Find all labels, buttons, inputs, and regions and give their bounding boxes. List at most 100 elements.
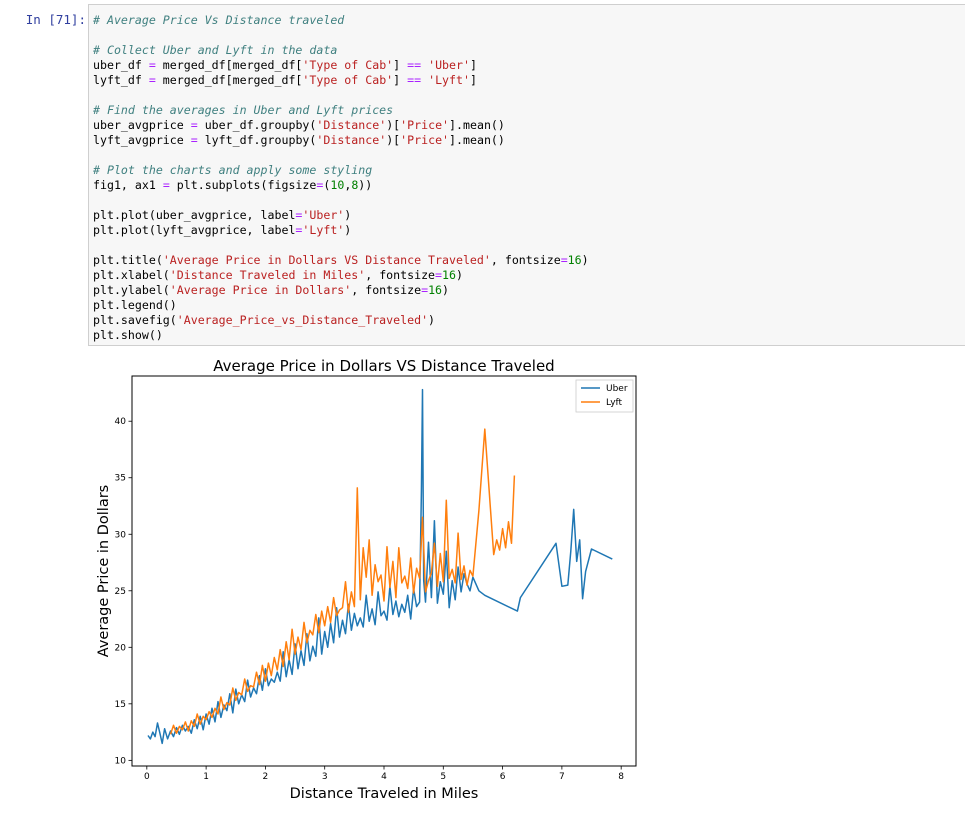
code-token: 'Lyft' [302, 223, 344, 237]
code-token: )[ [386, 133, 400, 147]
code-token: plt.plot(lyft_avgprice, label [93, 223, 295, 237]
code-token: plt.ylabel( [93, 283, 170, 297]
code-token: ] [470, 73, 477, 87]
legend-label-lyft: Lyft [606, 398, 623, 408]
y-tick-label: 15 [115, 700, 126, 710]
code-token: # Plot the charts and apply some styling [93, 163, 372, 177]
code-token: = [149, 73, 156, 87]
code-line: lyft_avgprice = lyft_df.groupby('Distanc… [93, 133, 505, 147]
code-token: 'Average Price in Dollars VS Distance Tr… [163, 253, 491, 267]
code-token: uber_df [93, 58, 149, 72]
code-token: plt.title( [93, 253, 163, 267]
code-line: # Find the averages in Uber and Lyft pri… [93, 103, 393, 117]
code-token: ].mean() [449, 118, 505, 132]
code-line: lyft_df = merged_df[merged_df['Type of C… [93, 73, 477, 87]
code-token: , fontsize [491, 253, 561, 267]
code-token: 'Price' [400, 133, 449, 147]
code-token: 16 [442, 268, 456, 282]
y-tick-label: 20 [115, 643, 127, 653]
code-token: = [421, 283, 428, 297]
y-tick-label: 40 [115, 417, 127, 427]
code-token: uber_df.groupby( [198, 118, 317, 132]
code-token: ) [456, 268, 463, 282]
code-token: = [163, 178, 170, 192]
code-token: 'Distance Traveled in Miles' [170, 268, 365, 282]
code-token: )[ [386, 118, 400, 132]
code-line: plt.ylabel('Average Price in Dollars', f… [93, 283, 449, 297]
code-token: , fontsize [351, 283, 421, 297]
code-token: plt.plot(uber_avgprice, label [93, 208, 295, 222]
code-token: plt.xlabel( [93, 268, 170, 282]
code-token: ] [393, 73, 407, 87]
code-token: = [191, 133, 198, 147]
code-line: plt.savefig('Average_Price_vs_Distance_T… [93, 313, 435, 327]
code-line: plt.show() [93, 328, 163, 342]
code-line: fig1, ax1 = plt.subplots(figsize=(10,8)) [93, 178, 372, 192]
code-line: uber_df = merged_df[merged_df['Type of C… [93, 58, 477, 72]
code-line: plt.plot(uber_avgprice, label='Uber') [93, 208, 351, 222]
code-token: = [561, 253, 568, 267]
code-token: ) [344, 208, 351, 222]
chart-title: Average Price in Dollars VS Distance Tra… [213, 357, 554, 375]
code-line: uber_avgprice = uber_df.groupby('Distanc… [93, 118, 505, 132]
code-line: plt.title('Average Price in Dollars VS D… [93, 253, 589, 267]
code-token: # Find the averages in Uber and Lyft pri… [93, 103, 393, 117]
x-axis-label: Distance Traveled in Miles [290, 786, 479, 802]
code-token: plt.savefig( [93, 313, 177, 327]
code-token: == [407, 73, 421, 87]
y-tick-label: 25 [115, 587, 126, 597]
code-token: 'Type of Cab' [302, 73, 393, 87]
y-tick-label: 35 [115, 474, 126, 484]
x-tick-label: 5 [440, 772, 446, 782]
y-tick-label: 10 [115, 756, 127, 766]
code-token: 16 [428, 283, 442, 297]
code-token: uber_avgprice [93, 118, 191, 132]
code-token: 'Distance' [316, 133, 386, 147]
code-line: plt.legend() [93, 298, 177, 312]
code-token: 'Lyft' [428, 73, 470, 87]
code-token: )) [358, 178, 372, 192]
code-token: 'Distance' [316, 118, 386, 132]
x-tick-label: 1 [203, 772, 209, 782]
code-token: ].mean() [449, 133, 505, 147]
code-token: 'Average Price in Dollars' [170, 283, 351, 297]
code-editor[interactable]: # Average Price Vs Distance traveled # C… [89, 5, 965, 343]
code-line: plt.xlabel('Distance Traveled in Miles',… [93, 268, 463, 282]
code-token: = [191, 118, 198, 132]
code-token: 'Type of Cab' [302, 58, 393, 72]
code-line: plt.plot(lyft_avgprice, label='Lyft') [93, 223, 351, 237]
code-token: = [149, 58, 156, 72]
code-token: 'Price' [400, 118, 449, 132]
code-token: ) [582, 253, 589, 267]
code-token: lyft_df.groupby( [198, 133, 317, 147]
x-tick-label: 2 [263, 772, 269, 782]
code-input-area[interactable]: # Average Price Vs Distance traveled # C… [88, 4, 965, 346]
y-axis-label: Average Price in Dollars [96, 485, 112, 657]
line-chart: Average Price in Dollars VS Distance Tra… [88, 350, 648, 810]
x-tick-label: 4 [381, 772, 387, 782]
x-tick-label: 7 [559, 772, 565, 782]
code-token: # Collect Uber and Lyft in the data [93, 43, 337, 57]
legend: Uber Lyft [576, 380, 633, 412]
legend-label-uber: Uber [606, 384, 628, 394]
code-token: ] [393, 58, 407, 72]
code-line: # Collect Uber and Lyft in the data [93, 43, 337, 57]
x-tick-label: 0 [144, 772, 150, 782]
code-token: merged_df[merged_df[ [156, 58, 303, 72]
code-token: lyft_df [93, 73, 149, 87]
code-token: 'Uber' [428, 58, 470, 72]
code-token: 10 [330, 178, 344, 192]
code-token: merged_df[merged_df[ [156, 73, 303, 87]
x-tick-label: 8 [618, 772, 624, 782]
y-tick-label: 30 [115, 530, 127, 540]
code-token: lyft_avgprice [93, 133, 191, 147]
code-token: plt.subplots(figsize [170, 178, 317, 192]
code-token: ) [428, 313, 435, 327]
code-token: plt.show() [93, 328, 163, 342]
code-token: == [407, 58, 421, 72]
code-line: # Average Price Vs Distance traveled [93, 13, 344, 27]
code-token: 'Average_Price_vs_Distance_Traveled' [177, 313, 428, 327]
code-token: # Average Price Vs Distance traveled [93, 13, 344, 27]
code-token: fig1, ax1 [93, 178, 163, 192]
x-tick-label: 6 [500, 772, 506, 782]
